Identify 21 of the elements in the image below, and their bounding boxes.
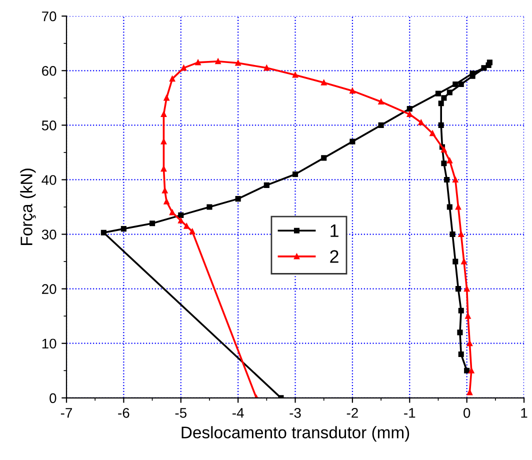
x-tick-label: -2	[346, 408, 358, 418]
x-tick-label: -3	[290, 408, 301, 418]
y-axis-title: Força (kN)	[20, 168, 36, 245]
legend-label: 2	[330, 250, 338, 263]
x-axis-title: Deslocamento transdutor (mm)	[182, 426, 410, 442]
x-tick-label: 1	[521, 408, 528, 418]
x-tick-label: -4	[232, 408, 244, 418]
y-tick-label: 10	[42, 338, 56, 349]
y-tick-label: 40	[42, 175, 56, 185]
y-tick-label: 0	[50, 393, 56, 404]
y-tick-label: 50	[42, 120, 56, 130]
legend-label: 1	[330, 224, 338, 237]
y-tick-label: 30	[42, 230, 56, 240]
x-tick-label: -1	[404, 408, 416, 418]
x-tick-label: -5	[175, 408, 186, 418]
x-tick-label: -7	[60, 408, 72, 418]
y-tick-label: 70	[42, 11, 56, 22]
x-tick-label: 0	[464, 408, 470, 418]
y-tick-label: 60	[42, 66, 56, 76]
y-tick-label: 20	[42, 284, 56, 294]
x-tick-label: -6	[118, 408, 130, 418]
